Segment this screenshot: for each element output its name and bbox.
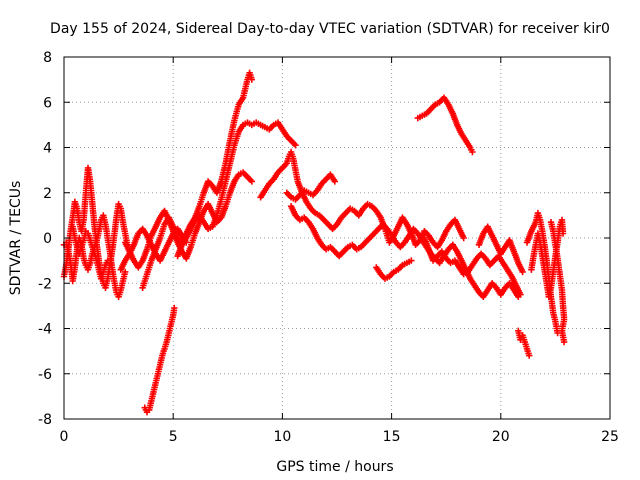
y-tick-label: 2 [43, 186, 52, 202]
y-tick-label: 8 [43, 50, 52, 66]
data-point [517, 291, 524, 298]
data-point [104, 257, 111, 264]
x-tick-labels: 0 5 10 15 20 25 [60, 429, 619, 445]
y-tick-label: -2 [38, 276, 52, 292]
data-point [469, 148, 476, 156]
data-point [519, 268, 526, 276]
series-arc-12 [373, 257, 415, 282]
data-point [248, 178, 255, 185]
x-tick-label: 20 [492, 429, 510, 445]
data-point [122, 268, 129, 276]
series-arc-4 [122, 169, 255, 271]
series-arc-13 [421, 234, 524, 298]
x-tick-label: 25 [601, 429, 619, 445]
data-points [60, 69, 568, 416]
y-tick-label: 4 [43, 141, 52, 157]
data-point [331, 178, 338, 185]
data-point [292, 142, 299, 149]
x-tick-label: 5 [169, 429, 178, 445]
axis-ticks [63, 56, 611, 420]
x-axis-title: GPS time / hours [276, 459, 393, 475]
series-arc-16 [515, 327, 533, 359]
data-point [526, 352, 533, 359]
y-tick-label: -4 [38, 322, 52, 338]
series-arc-6 [139, 119, 299, 291]
y-tick-label: -6 [38, 367, 52, 383]
x-tick-label: 10 [273, 429, 291, 445]
data-point [171, 304, 178, 312]
series-arc-15 [475, 223, 526, 276]
series-arc-11 [287, 203, 522, 300]
x-tick-label: 15 [383, 429, 401, 445]
y-tick-label: -8 [38, 412, 52, 428]
data-point [460, 234, 467, 242]
y-tick-label: 6 [43, 95, 52, 111]
data-point [408, 257, 415, 264]
series-arc-7 [174, 69, 255, 260]
y-tick-labels: -8 -6 -4 -2 0 2 4 6 8 [38, 50, 52, 428]
data-point [559, 230, 567, 237]
y-axis-title: SDTVAR / TECUs [8, 181, 24, 296]
series-arc-9 [257, 148, 467, 251]
series-arc-19 [547, 219, 568, 346]
series-arc-8 [141, 304, 178, 416]
data-point [248, 76, 255, 83]
series-arc-14 [414, 94, 476, 156]
series-arc-3 [69, 223, 111, 282]
data-point [560, 338, 568, 346]
grid-lines [64, 57, 610, 419]
x-tick-label: 0 [60, 429, 69, 445]
series-arc-10 [283, 171, 338, 203]
y-tick-label: 0 [43, 231, 52, 247]
chart-title: Day 155 of 2024, Sidereal Day-to-day VTE… [50, 21, 610, 37]
